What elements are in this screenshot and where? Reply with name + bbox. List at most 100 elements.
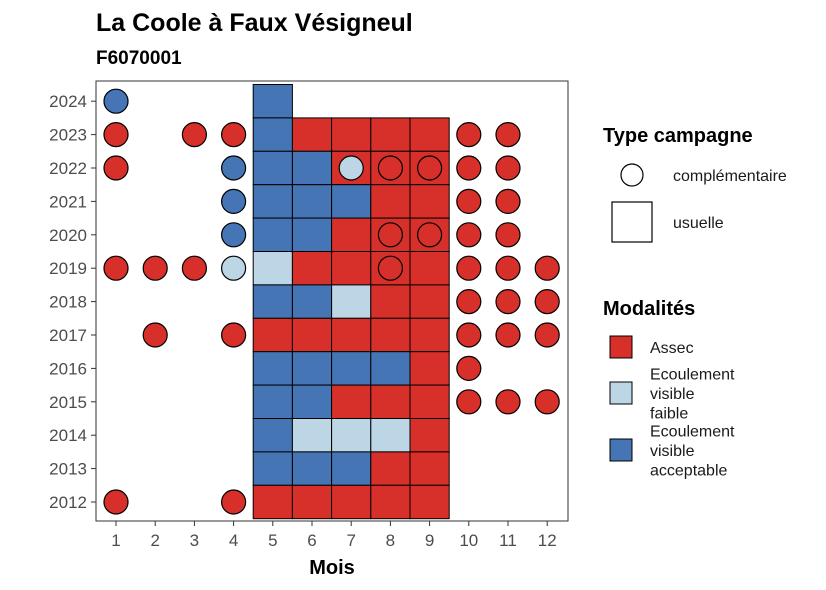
usuelle-cell: [291, 251, 333, 286]
usuelle-cell: [370, 451, 411, 486]
usuelle-cell: [291, 384, 333, 420]
usuelle-cell: [252, 317, 293, 353]
complementaire-point: [456, 122, 482, 148]
y-tick-label: 2014: [49, 426, 87, 445]
complementaire-point: [221, 489, 247, 515]
complementaire-point: [456, 289, 482, 315]
complementaire-point: [456, 255, 482, 281]
usuelle-cell: [291, 351, 333, 386]
complementaire-points: [103, 88, 560, 515]
legend-label: usuelle: [673, 215, 724, 232]
complementaire-point: [456, 389, 482, 415]
complementaire-point: [338, 155, 364, 181]
y-tick-label: 2021: [49, 192, 87, 211]
complementaire-point: [534, 389, 560, 415]
usuelle-cell: [409, 384, 450, 420]
complementaire-point: [181, 122, 207, 148]
legend-label: Ecoulement: [650, 424, 735, 441]
legend-key-swatch: [609, 438, 633, 462]
usuelle-cell: [370, 317, 411, 353]
complementaire-point: [103, 489, 129, 515]
chart-title: La Coole à Faux Vésigneul: [96, 9, 413, 37]
usuelle-cell: [291, 317, 333, 353]
legend-key-swatch: [609, 335, 633, 359]
complementaire-point: [456, 188, 482, 214]
legend-label: faible: [650, 406, 688, 423]
usuelle-cell: [291, 217, 333, 253]
chart-subtitle: F6070001: [96, 48, 182, 69]
usuelle-cell: [252, 251, 293, 286]
usuelle-cell: [331, 184, 372, 219]
complementaire-point: [456, 322, 482, 348]
complementaire-point: [417, 155, 443, 181]
legend-label: visible: [650, 386, 695, 403]
usuelle-cell: [409, 484, 450, 520]
complementaire-point: [142, 255, 168, 281]
y-tick-label: 2020: [49, 226, 87, 245]
x-tick-label: 8: [386, 531, 395, 550]
usuelle-cell: [291, 117, 333, 152]
usuelle-cell: [331, 351, 372, 386]
usuelle-cell: [291, 184, 333, 219]
y-tick-label: 2017: [49, 326, 87, 345]
y-tick-label: 2015: [49, 393, 87, 412]
complementaire-point: [534, 322, 560, 348]
usuelle-cell: [409, 184, 450, 219]
complementaire-point: [456, 222, 482, 248]
y-tick-label: 2019: [49, 259, 87, 278]
usuelle-cell: [331, 317, 372, 353]
x-tick-label: 6: [307, 531, 316, 550]
y-tick-label: 2012: [49, 493, 87, 512]
y-tick-label: 2018: [49, 293, 87, 312]
usuelle-cell: [291, 418, 333, 453]
usuelle-cell: [291, 284, 333, 319]
complementaire-point: [103, 255, 129, 281]
legend-label: Ecoulement: [650, 367, 735, 384]
usuelle-cell: [331, 451, 372, 486]
usuelle-cell: [409, 251, 450, 286]
x-tick-label: 4: [229, 531, 238, 550]
complementaire-point: [495, 389, 521, 415]
legend-modalites: ModalitésAssecEcoulementvisiblefaibleEco…: [603, 298, 735, 480]
complementaire-point: [103, 155, 129, 181]
x-tick-label: 3: [190, 531, 199, 550]
usuelle-cell: [252, 150, 293, 186]
complementaire-point: [142, 322, 168, 348]
usuelle-cell: [370, 351, 411, 386]
complementaire-point: [495, 322, 521, 348]
usuelle-cell: [331, 251, 372, 286]
complementaire-point: [377, 255, 403, 281]
usuelle-cell: [252, 117, 293, 152]
legend-title: Modalités: [603, 298, 695, 320]
x-tick-label: 11: [499, 531, 517, 550]
complementaire-point: [495, 188, 521, 214]
usuelle-cell: [331, 217, 372, 253]
x-tick-label: 5: [268, 531, 277, 550]
usuelle-cell: [252, 351, 293, 386]
complementaire-point: [456, 355, 482, 381]
complementaire-point: [495, 222, 521, 248]
complementaire-point: [181, 255, 207, 281]
usuelle-cell: [252, 284, 293, 319]
y-tick-label: 2023: [49, 126, 87, 145]
usuelle-cell: [331, 418, 372, 453]
complementaire-point: [221, 322, 247, 348]
legend-key-square: [611, 201, 653, 243]
y-tick-label: 2024: [49, 92, 87, 111]
usuelle-cell: [252, 384, 293, 420]
usuelle-cell: [409, 451, 450, 486]
usuelle-cell: [291, 484, 333, 520]
usuelle-cell: [331, 484, 372, 520]
usuelle-cell: [370, 484, 411, 520]
usuelle-cell: [252, 217, 293, 253]
usuelle-cell: [252, 84, 293, 119]
usuelle-cell: [370, 117, 411, 152]
legend-label: visible: [650, 443, 695, 460]
legend-label: acceptable: [650, 463, 727, 480]
usuelle-cell: [252, 184, 293, 219]
complementaire-point: [103, 88, 129, 114]
y-tick-label: 2022: [49, 159, 87, 178]
complementaire-point: [221, 122, 247, 148]
y-axis: 2012 2013 2014 2015 2016 2017 2018 2019 2020 2021…: [49, 92, 96, 512]
